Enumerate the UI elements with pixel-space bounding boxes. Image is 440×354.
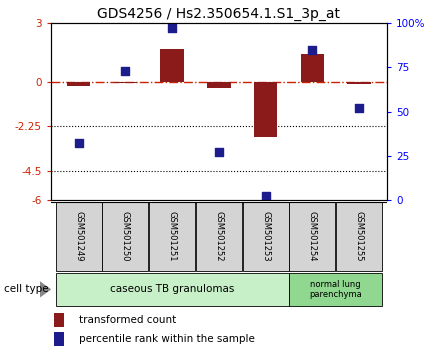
- Bar: [254, 82, 277, 137]
- Bar: [348, 82, 371, 84]
- Text: normal lung
parenchyma: normal lung parenchyma: [309, 280, 362, 299]
- Title: GDS4256 / Hs2.350654.1.S1_3p_at: GDS4256 / Hs2.350654.1.S1_3p_at: [97, 7, 341, 21]
- Bar: [161, 48, 184, 82]
- Bar: [103, 202, 148, 271]
- Bar: [114, 82, 137, 83]
- Polygon shape: [40, 281, 51, 297]
- Point: [262, 194, 269, 199]
- Text: GSM501251: GSM501251: [168, 211, 176, 262]
- Point: [75, 141, 82, 146]
- Point: [309, 47, 316, 52]
- Point: [216, 149, 223, 155]
- Bar: [242, 202, 289, 271]
- Point: [356, 105, 363, 111]
- Bar: [207, 82, 231, 88]
- Point: [169, 25, 176, 31]
- Point: [122, 68, 129, 74]
- Text: transformed count: transformed count: [79, 315, 176, 325]
- Text: GSM501250: GSM501250: [121, 211, 130, 262]
- Text: GSM501254: GSM501254: [308, 211, 317, 262]
- Bar: [67, 82, 90, 86]
- Bar: [55, 202, 102, 271]
- Text: percentile rank within the sample: percentile rank within the sample: [79, 335, 254, 344]
- Text: GSM501249: GSM501249: [74, 211, 83, 262]
- Bar: [54, 332, 64, 346]
- Text: caseous TB granulomas: caseous TB granulomas: [110, 284, 235, 295]
- Bar: [55, 273, 289, 306]
- Bar: [54, 313, 64, 327]
- Bar: [336, 202, 382, 271]
- Text: cell type: cell type: [4, 284, 49, 295]
- Bar: [301, 55, 324, 82]
- Bar: [290, 273, 382, 306]
- Bar: [290, 202, 335, 271]
- Text: GSM501255: GSM501255: [355, 211, 363, 262]
- Bar: [149, 202, 195, 271]
- Text: GSM501253: GSM501253: [261, 211, 270, 262]
- Bar: [196, 202, 242, 271]
- Text: GSM501252: GSM501252: [214, 211, 224, 262]
